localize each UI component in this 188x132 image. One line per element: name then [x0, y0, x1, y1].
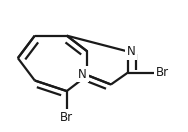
Text: N: N [78, 68, 87, 81]
Text: N: N [127, 45, 136, 58]
Text: Br: Br [156, 66, 169, 79]
Text: Br: Br [60, 111, 73, 124]
